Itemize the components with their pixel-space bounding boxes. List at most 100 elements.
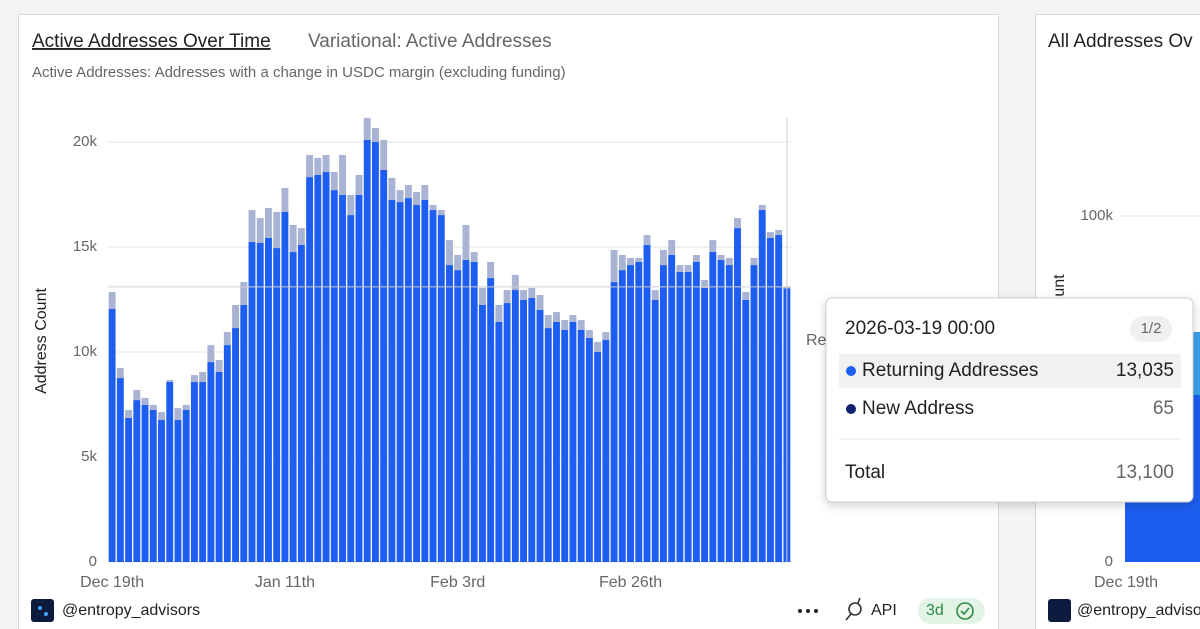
bar-segment: [692, 261, 700, 562]
side-tick: 100k: [1080, 207, 1113, 224]
bar-segment: [544, 315, 552, 329]
bar-segment: [404, 185, 412, 199]
api-button[interactable]: API: [871, 602, 897, 619]
icon-dot: [38, 606, 42, 610]
tooltip-title: 2026-03-19 00:00: [845, 318, 995, 339]
bar-segment: [248, 241, 256, 562]
bar-segment: [396, 202, 404, 562]
api-icon[interactable]: [845, 597, 862, 621]
bar-segment: [314, 157, 322, 175]
bar-segment: [495, 304, 503, 322]
side-x-tick: Dec 19th: [1094, 574, 1158, 591]
side-tick: 0: [1105, 553, 1113, 570]
y-axis-label: Address Count: [33, 288, 50, 394]
more-button[interactable]: [798, 609, 818, 613]
bar-segment: [462, 260, 470, 562]
bar-segment: [520, 290, 528, 300]
bar-segment: [125, 409, 133, 418]
bar-segment: [544, 328, 552, 562]
tooltip-row-value: 65: [1153, 398, 1174, 419]
bar-segment: [355, 174, 363, 195]
bar-segment: [734, 218, 741, 229]
bar-segment: [750, 265, 758, 562]
bar-segment: [775, 235, 783, 562]
bar-segment: [627, 265, 634, 562]
bar-segment: [190, 382, 198, 562]
bar-segment: [297, 244, 305, 562]
bar-segment: [174, 408, 182, 421]
panel-subtitle: Variational: Active Addresses: [308, 31, 552, 52]
bar-segment: [643, 244, 651, 562]
x-tick-label: Feb 26th: [599, 574, 662, 591]
bar-segment: [470, 261, 478, 562]
tooltip-box: [825, 297, 1194, 503]
bar-segment: [281, 187, 289, 212]
author-icon: [1048, 599, 1071, 622]
bar-segment: [248, 210, 256, 242]
bar-segment: [388, 177, 396, 200]
tooltip-row-name: Returning Addresses: [862, 360, 1038, 381]
refresh-label[interactable]: 3d: [926, 602, 944, 619]
bar-segment: [742, 291, 750, 300]
bar-segment: [256, 243, 264, 562]
author[interactable]: @entropy_advisors: [62, 602, 200, 619]
bar-segment: [166, 379, 174, 383]
bar-segment: [182, 404, 190, 410]
plot: 0 5k 10k 15k 20k Dec 19th Jan 11th Feb 3rd Feb 2…: [73, 118, 955, 591]
bar-segment: [289, 224, 297, 253]
bar-segment: [207, 362, 215, 562]
bar-segment: [766, 232, 774, 238]
bar-segment: [108, 291, 116, 309]
bar-segment: [133, 400, 141, 562]
bar-segment: [437, 210, 445, 216]
bar-segment: [577, 329, 585, 562]
bar-segment: [281, 211, 289, 562]
bar-segment: [388, 199, 396, 562]
y-tick-label: 0: [89, 553, 97, 570]
x-tick-label: Dec 19th: [80, 574, 144, 591]
bar-segment: [511, 274, 519, 291]
bar-segment: [232, 328, 240, 562]
bar-segment: [413, 205, 421, 562]
bar-segment: [528, 287, 536, 299]
bar-segment: [223, 345, 231, 562]
y-tick-label: 15k: [73, 238, 98, 255]
bar-segment: [339, 194, 346, 563]
bar-segment: [470, 252, 478, 262]
bar-segment: [306, 177, 314, 562]
bar-segment: [750, 257, 758, 266]
bar-segment: [668, 240, 676, 255]
bar-segment: [618, 254, 626, 271]
bar-segment: [149, 409, 157, 562]
bar-segment: [520, 299, 528, 562]
bar-segment: [577, 320, 585, 330]
bar-segment: [569, 321, 577, 562]
side-author[interactable]: @entropy_advisors: [1077, 602, 1200, 619]
side-title[interactable]: All Addresses Ov: [1048, 31, 1193, 52]
bar-segment: [256, 218, 264, 244]
bar-segment: [717, 260, 725, 562]
bar-segment: [437, 215, 445, 562]
bar-segment: [627, 257, 634, 266]
bar-segment: [602, 332, 610, 341]
bar-segment: [758, 205, 766, 211]
tooltip-row-name: New Address: [862, 398, 974, 419]
bar-segment: [446, 265, 453, 562]
tooltip-page: 1/2: [1141, 320, 1162, 337]
bar-segment: [503, 303, 511, 562]
bar-segment: [125, 417, 133, 562]
bar-segment: [363, 118, 371, 140]
bar-segment: [355, 194, 363, 563]
bar-segment: [363, 139, 371, 562]
bar-segment: [602, 340, 610, 562]
bar-segment: [339, 155, 346, 195]
bar-segment: [734, 228, 741, 562]
bar-segment: [610, 282, 618, 562]
icon-dot: [44, 612, 48, 616]
bar-segment: [775, 229, 783, 236]
panel-title[interactable]: Active Addresses Over Time: [32, 31, 271, 52]
bar-segment: [207, 345, 215, 363]
bar-segment: [487, 261, 495, 279]
legend-dot: [846, 366, 856, 376]
